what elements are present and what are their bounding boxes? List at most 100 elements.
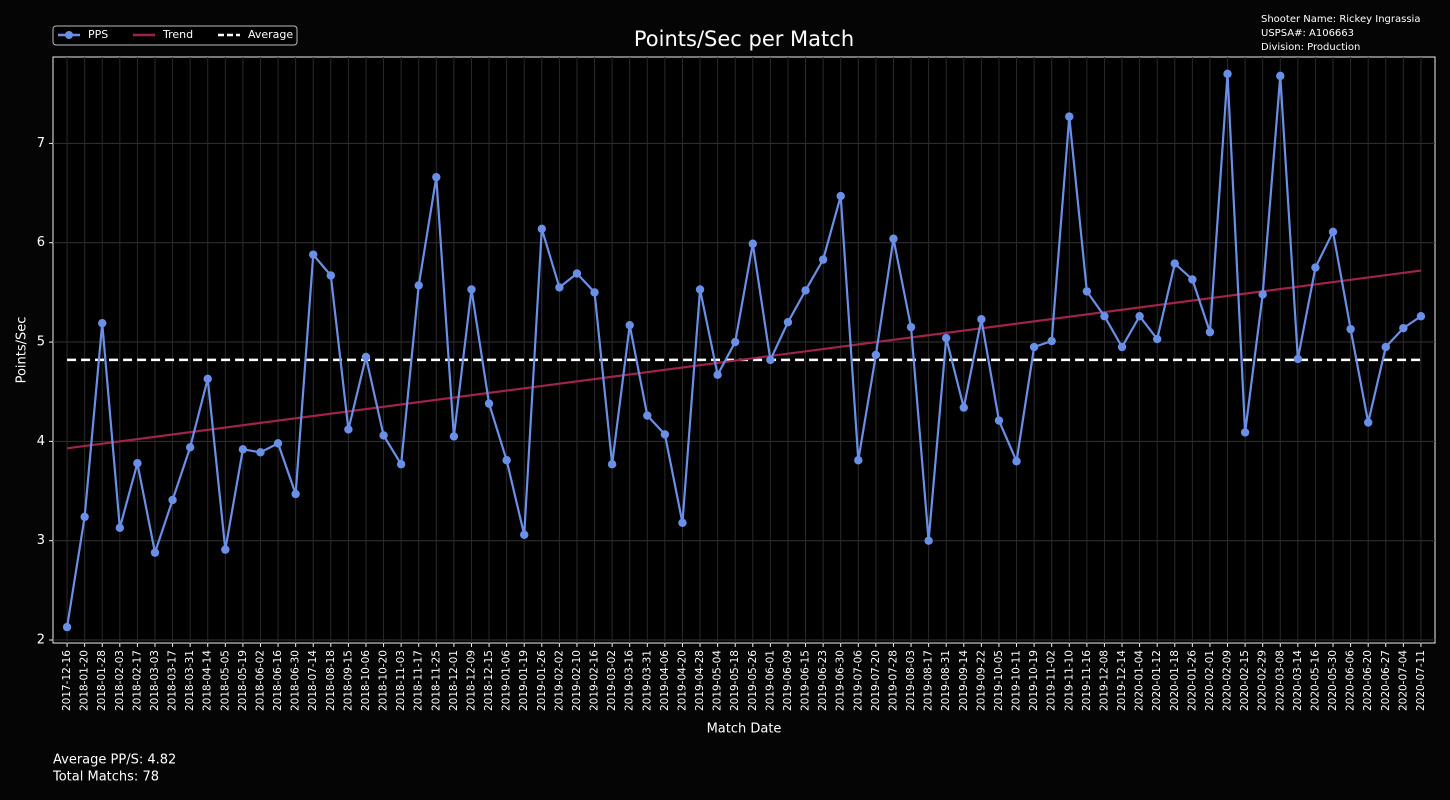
x-tick-label: 2019-04-20 [676,650,688,711]
x-tick-label: 2019-11-02 [1046,650,1058,711]
data-point [115,523,125,532]
x-tick-label: 2019-05-04 [712,650,724,711]
x-tick-label: 2019-01-26 [536,650,548,711]
legend-label: PPS [88,28,108,41]
x-tick-label: 2020-05-16 [1309,650,1321,711]
data-point [625,320,634,330]
data-point [1188,275,1197,284]
x-tick-label: 2018-09-15 [342,650,354,711]
data-point [660,430,670,439]
x-tick-label: 2020-02-01 [1204,650,1216,711]
info-text: Shooter Name: Rickey Ingrassia [1261,14,1420,25]
x-tick-label: 2019-03-02 [606,650,618,711]
data-point [80,512,89,522]
x-tick-label: 2018-02-17 [131,650,143,711]
data-point [1363,418,1373,427]
legend-swatch [65,31,73,39]
data-point [1100,312,1109,321]
x-tick-label: 2018-07-14 [307,650,319,711]
legend-label: Average [248,28,293,41]
y-tick-label: 4 [37,434,45,449]
x-tick-label: 2019-06-23 [817,650,829,711]
x-tick-label: 2019-08-31 [940,650,952,711]
x-tick-label: 2019-07-20 [870,650,882,711]
x-tick-label: 2018-02-03 [114,650,126,711]
x-tick-label: 2020-01-12 [1151,650,1163,711]
x-tick-label: 2019-05-26 [747,650,759,711]
data-point [1311,263,1320,272]
data-point [906,322,916,332]
x-tick-label: 2020-01-04 [1134,650,1146,711]
y-tick-label: 2 [37,633,45,648]
data-point [379,431,388,440]
x-tick-label: 2018-08-18 [325,650,337,711]
data-point [1293,354,1303,364]
data-point [555,283,564,292]
y-axis-label: Points/Sec [15,317,30,384]
data-point [889,234,898,243]
x-axis-label: Match Date [707,722,782,737]
x-tick-label: 2018-11-03 [395,650,407,711]
data-point [1152,334,1162,344]
data-point [731,337,740,347]
x-tick-label: 2018-12-01 [448,650,460,711]
data-point [994,416,1004,425]
data-point [133,459,142,468]
data-point [238,445,248,454]
x-tick-label: 2020-06-20 [1362,650,1374,711]
x-tick-label: 2018-05-05 [219,650,231,711]
x-tick-label: 2018-11-17 [413,650,425,711]
data-point [1082,287,1092,296]
x-tick-label: 2019-02-02 [553,650,565,711]
data-point [467,285,476,294]
x-tick-label: 2018-03-03 [149,650,161,711]
data-point [221,545,230,554]
x-tick-label: 2018-03-17 [167,650,179,711]
x-tick-label: 2019-10-11 [1011,650,1023,711]
x-tick-label: 2019-07-28 [887,650,899,711]
data-point [713,370,722,380]
x-tick-label: 2020-07-11 [1415,650,1427,711]
x-tick-label: 2018-10-06 [360,650,372,711]
data-point [520,530,529,539]
info-text: Division: Production [1261,42,1360,53]
data-point [678,518,687,528]
data-point [1012,457,1021,466]
data-point [959,403,968,412]
x-tick-label: 2020-03-08 [1274,650,1286,711]
x-tick-label: 2019-08-17 [923,650,935,711]
data-point [291,489,300,499]
trend-line [66,269,1422,450]
data-point [344,425,353,434]
x-tick-label: 2019-07-06 [852,650,864,711]
plot-area [52,56,1436,644]
x-tick-label: 2020-03-14 [1292,650,1304,711]
data-point [203,374,212,384]
data-point [924,536,933,545]
data-point [502,456,511,465]
data-point [572,269,582,278]
x-tick-label: 2020-07-04 [1397,650,1409,711]
data-point [168,495,177,505]
info-text: USPSA#: A106663 [1261,28,1354,39]
data-point [256,448,265,457]
data-point [1047,336,1056,346]
data-point [801,286,810,295]
data-point [836,191,845,201]
data-point [1258,290,1267,299]
x-tick-label: 2018-01-20 [79,650,91,711]
x-tick-label: 2019-12-14 [1116,650,1128,711]
data-point [1065,112,1074,121]
x-tick-label: 2020-02-29 [1257,650,1269,711]
x-tick-label: 2019-06-30 [835,650,847,711]
data-point [766,355,775,365]
data-point [1135,312,1144,321]
x-tick-label: 2019-12-08 [1098,650,1110,711]
x-tick-label: 2019-01-06 [501,650,513,711]
data-point [449,432,459,441]
x-tick-label: 2019-09-22 [975,650,987,711]
data-point [484,399,494,408]
y-tick-label: 5 [37,335,45,350]
data-point [607,460,617,469]
data-point [1416,312,1426,321]
